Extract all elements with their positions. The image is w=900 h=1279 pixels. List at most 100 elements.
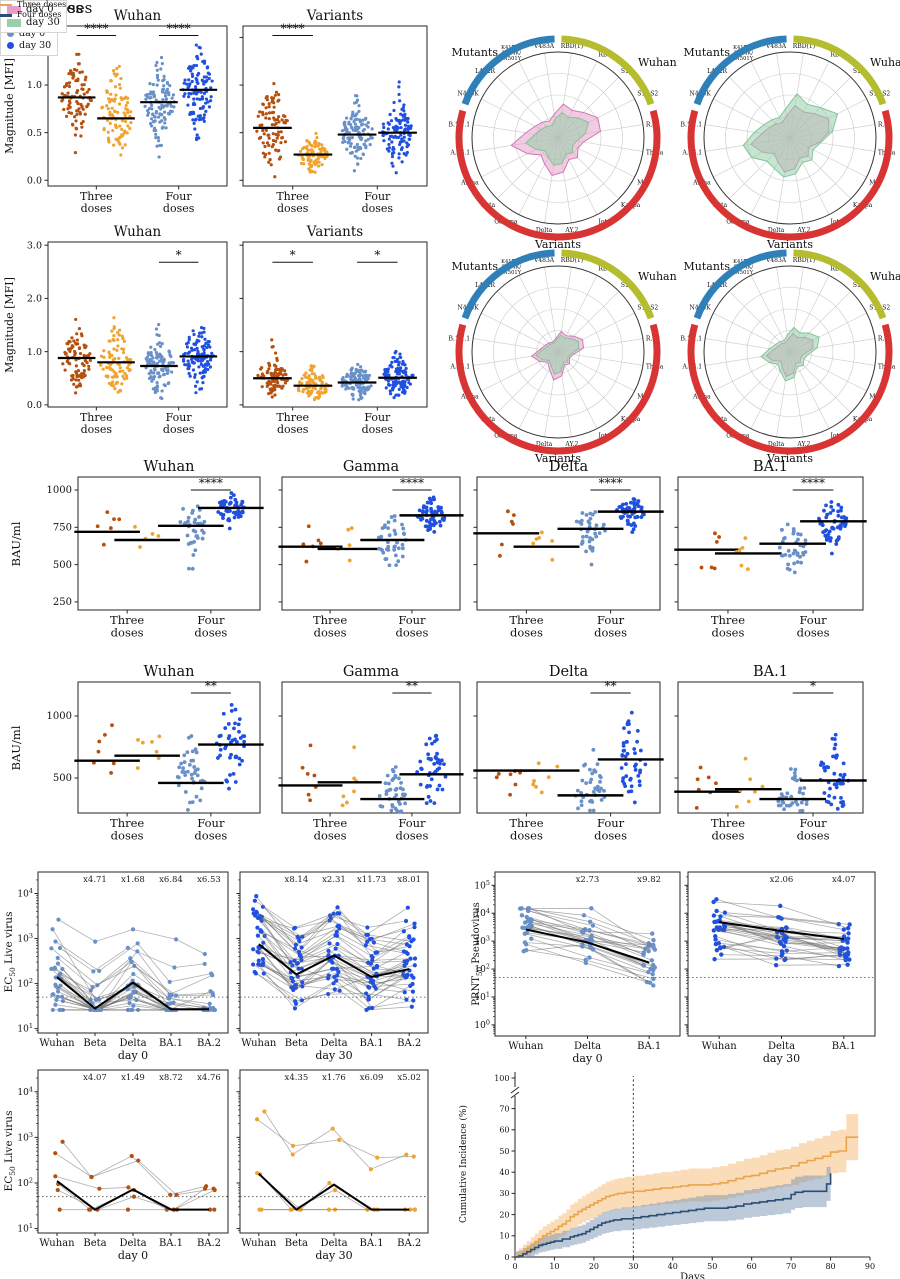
- svg-text:x8.72: x8.72: [159, 1073, 183, 1083]
- svg-text:Wuhan: Wuhan: [39, 1038, 75, 1049]
- svg-text:102: 102: [474, 963, 490, 975]
- svg-text:Magnitude [MFI]: Magnitude [MFI]: [3, 277, 16, 373]
- svg-text:Four: Four: [364, 411, 391, 424]
- svg-text:x9.82: x9.82: [637, 875, 661, 885]
- svg-text:60: 60: [499, 1126, 509, 1135]
- svg-text:R.1: R.1: [878, 122, 888, 129]
- svg-text:RBD(1): RBD(1): [561, 43, 583, 50]
- svg-text:Four: Four: [799, 613, 827, 627]
- svg-text:**: **: [406, 679, 418, 693]
- svg-text:40: 40: [668, 1262, 678, 1271]
- four-doses-line-icon: [0, 14, 12, 17]
- svg-text:RBD(1): RBD(1): [561, 257, 583, 264]
- svg-text:doses: doses: [163, 202, 195, 215]
- svg-text:x8.14: x8.14: [285, 875, 309, 885]
- svg-text:x5.02: x5.02: [397, 1073, 421, 1083]
- svg-text:Days: Days: [680, 1272, 705, 1279]
- svg-text:RBD: RBD: [830, 52, 844, 59]
- svg-text:105: 105: [474, 879, 490, 891]
- svg-text:doses: doses: [362, 423, 394, 436]
- svg-text:Four: Four: [197, 613, 225, 627]
- panel-f-step-chart: 0 10 20 30 40 50 60 70 80 90 Days 0 10 20 30 40 50 60 70 10…: [458, 1072, 875, 1279]
- svg-text:500: 500: [53, 773, 72, 784]
- svg-text:1.0: 1.0: [27, 80, 42, 91]
- svg-text:****: ****: [84, 22, 108, 36]
- legend-label: Four doses: [17, 10, 62, 20]
- panel-a-strip-charts: Magnitude [MFI]0.00.51.01.5WuhanThreedos…: [3, 8, 428, 436]
- svg-text:****: ****: [167, 22, 191, 36]
- svg-text:BA.2: BA.2: [197, 1038, 221, 1049]
- svg-text:90: 90: [865, 1262, 875, 1271]
- legend-label: day 0: [26, 4, 54, 15]
- svg-text:20: 20: [499, 1210, 509, 1219]
- svg-text:Mutants: Mutants: [452, 260, 499, 273]
- svg-text:Three: Three: [313, 613, 347, 627]
- svg-text:Wuhan: Wuhan: [144, 664, 195, 680]
- svg-text:500: 500: [53, 560, 72, 571]
- svg-text:Wuhan: Wuhan: [638, 56, 677, 69]
- svg-text:101: 101: [474, 991, 490, 1003]
- panel-b-radar-charts: V483A RBD(1)RBDS1S1+S2R.1ThetaMuKappaIota…: [449, 35, 900, 465]
- svg-text:Delta: Delta: [574, 1041, 601, 1052]
- svg-text:S1: S1: [621, 282, 629, 289]
- svg-text:Three: Three: [711, 613, 745, 627]
- svg-text:BA.2: BA.2: [397, 1238, 421, 1249]
- legend-item: day 30: [7, 40, 51, 52]
- svg-text:PRNT50 Pseudovirus: PRNT50 Pseudovirus: [471, 902, 484, 1006]
- legend-label: day 0: [19, 27, 46, 39]
- svg-text:104: 104: [474, 907, 490, 919]
- svg-text:30: 30: [628, 1262, 638, 1271]
- legend-item: Three doses: [0, 0, 66, 10]
- legend-item: day 0: [7, 28, 51, 40]
- svg-text:doses: doses: [797, 626, 830, 640]
- svg-text:Four: Four: [398, 816, 426, 830]
- svg-text:BA.1: BA.1: [360, 1038, 384, 1049]
- three-doses-line-icon: [0, 3, 12, 7]
- svg-text:Mutants: Mutants: [684, 46, 731, 59]
- svg-text:250: 250: [53, 597, 72, 608]
- svg-text:Beta: Beta: [285, 1238, 308, 1249]
- svg-text:R.1: R.1: [646, 336, 656, 343]
- svg-text:BA.1: BA.1: [159, 1238, 183, 1249]
- svg-text:R.1: R.1: [878, 336, 888, 343]
- svg-text:103: 103: [17, 1131, 33, 1143]
- legend-label: day 30: [26, 16, 60, 28]
- svg-text:Four: Four: [197, 816, 225, 830]
- svg-text:doses: doses: [314, 829, 347, 843]
- legend-item: Four doses: [0, 10, 66, 20]
- svg-text:70: 70: [499, 1104, 509, 1113]
- svg-text:Mutants: Mutants: [684, 260, 731, 273]
- svg-text:Wuhan: Wuhan: [508, 1041, 544, 1052]
- svg-text:BA.2: BA.2: [197, 1238, 221, 1249]
- svg-text:doses: doses: [81, 423, 113, 436]
- svg-text:x4.07: x4.07: [83, 1073, 107, 1083]
- svg-text:100: 100: [474, 1018, 490, 1030]
- svg-text:Variants: Variants: [534, 238, 581, 251]
- svg-text:S1: S1: [853, 68, 861, 75]
- svg-text:60: 60: [747, 1262, 757, 1271]
- panel-e-line-charts: PRNT50 Pseudovirus 100 101 102 103 104 105 Wuha…: [471, 871, 876, 1065]
- svg-text:Wuhan: Wuhan: [39, 1238, 75, 1249]
- svg-text:x11.73: x11.73: [357, 875, 386, 885]
- svg-text:N501Y: N501Y: [735, 56, 753, 62]
- svg-text:N501Y: N501Y: [735, 270, 753, 276]
- svg-text:100: 100: [494, 1074, 509, 1083]
- svg-text:Wuhan: Wuhan: [638, 270, 677, 283]
- svg-text:104: 104: [17, 1085, 33, 1097]
- svg-text:Three: Three: [276, 411, 309, 424]
- svg-text:doses: doses: [594, 626, 627, 640]
- svg-text:x2.31: x2.31: [322, 875, 346, 885]
- svg-text:Four: Four: [597, 816, 625, 830]
- svg-text:Delta: Delta: [536, 441, 553, 448]
- svg-text:x1.49: x1.49: [121, 1073, 145, 1083]
- svg-text:Three: Three: [80, 411, 113, 424]
- svg-text:day 30: day 30: [763, 1052, 800, 1065]
- svg-text:Beta: Beta: [83, 1238, 106, 1249]
- svg-text:0: 0: [512, 1262, 517, 1271]
- svg-text:Four: Four: [398, 613, 426, 627]
- svg-text:****: ****: [599, 476, 623, 490]
- svg-text:V483A: V483A: [765, 257, 787, 264]
- svg-text:****: ****: [400, 476, 424, 490]
- svg-text:10: 10: [549, 1262, 559, 1271]
